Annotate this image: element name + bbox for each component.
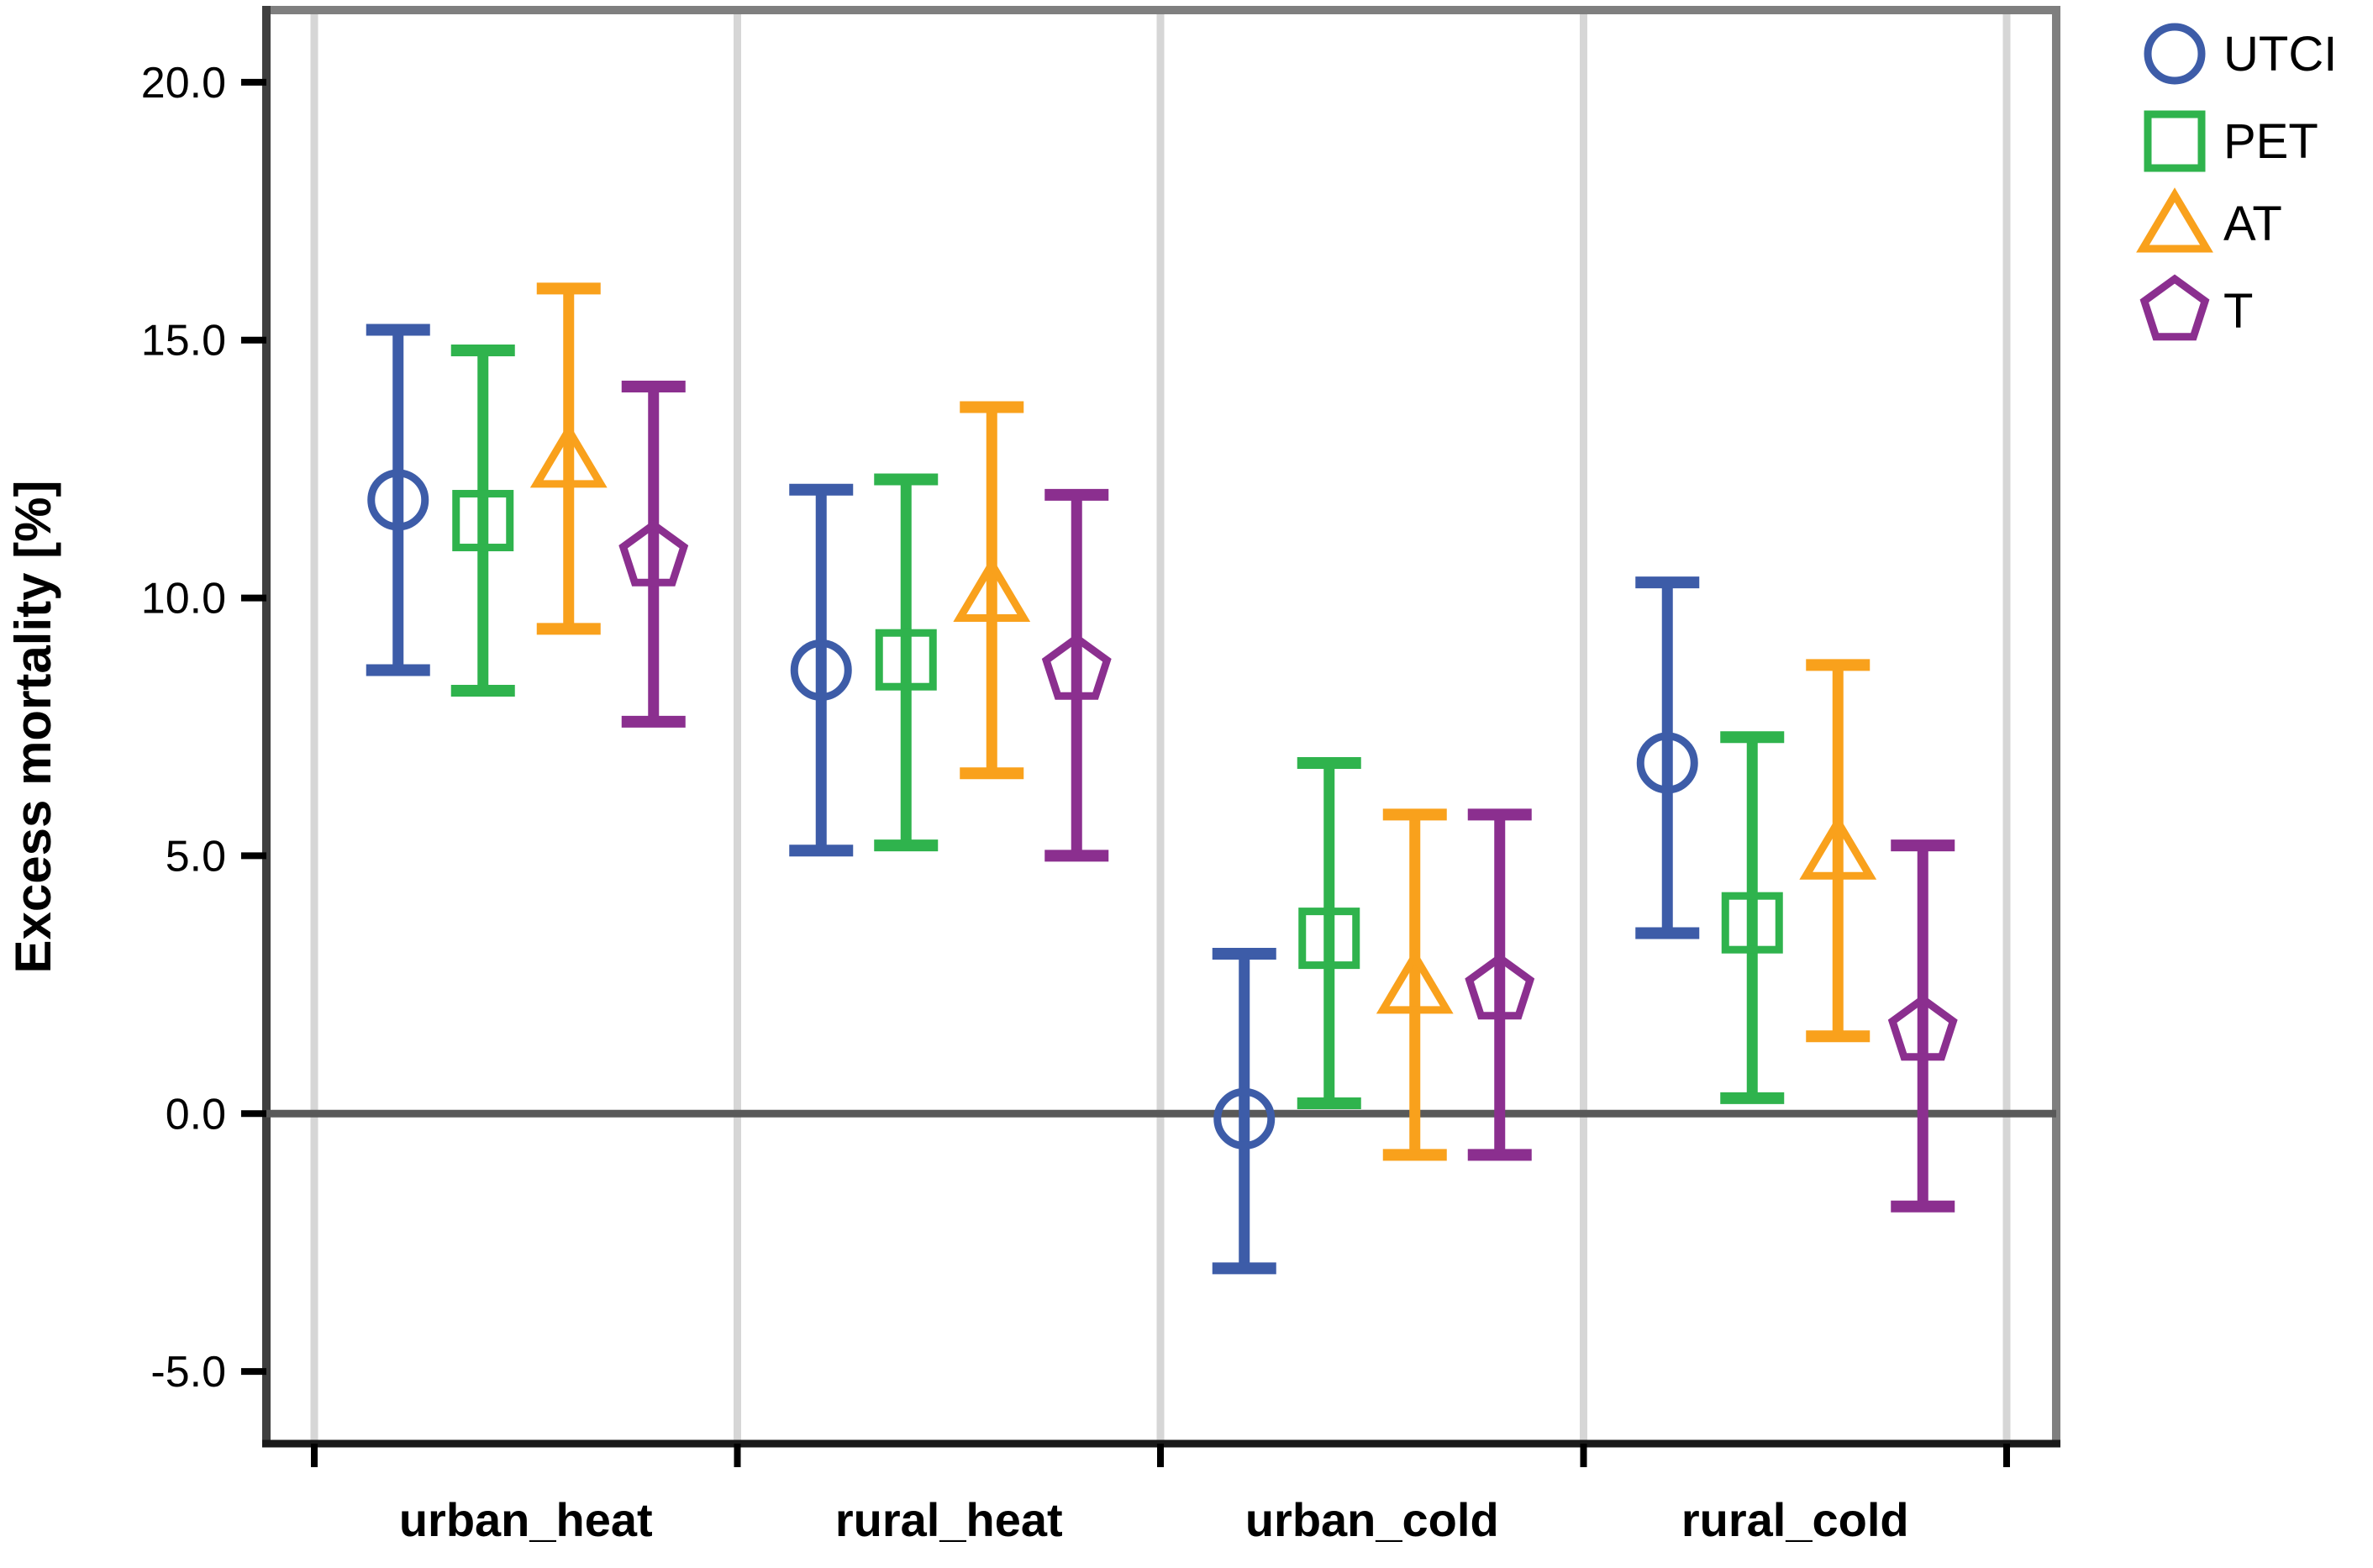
category-label-urban_heat: urban_heat bbox=[399, 1493, 653, 1546]
AT-urban_cold-triangle-marker bbox=[1376, 949, 1454, 1014]
T-urban_heat-pentagon-marker bbox=[618, 519, 689, 587]
UTCI-rural_heat-circle-marker bbox=[790, 639, 852, 701]
legend-AT-triangle-marker bbox=[2136, 187, 2213, 253]
PET-urban_heat-square-marker bbox=[452, 490, 514, 552]
AT-urban_heat-triangle-marker bbox=[529, 423, 608, 488]
y-tick-label: -5.0 bbox=[150, 1348, 226, 1397]
legend-PET-square-marker bbox=[2144, 110, 2206, 172]
PET-rural_heat-square-marker bbox=[875, 629, 937, 691]
y-axis-title: Excess mortality [%] bbox=[5, 481, 61, 974]
legend-label-AT: AT bbox=[2223, 197, 2282, 251]
legend-label-PET: PET bbox=[2223, 114, 2318, 169]
legend-T-pentagon-marker bbox=[2139, 274, 2210, 341]
UTCI-urban_heat-circle-marker bbox=[367, 469, 429, 531]
legend-label-T: T bbox=[2223, 284, 2253, 339]
T-urban_cold-pentagon-marker bbox=[1465, 953, 1535, 1020]
y-tick-label: 10.0 bbox=[141, 575, 226, 624]
category-label-urban_cold: urban_cold bbox=[1245, 1493, 1499, 1546]
y-tick-label: 20.0 bbox=[141, 59, 226, 108]
UTCI-urban_cold-circle-marker bbox=[1213, 1087, 1276, 1150]
y-tick-label: 0.0 bbox=[166, 1090, 226, 1139]
AT-rural_cold-triangle-marker bbox=[1799, 814, 1877, 880]
T-rural_cold-pentagon-marker bbox=[1887, 994, 1958, 1061]
PET-rural_cold-square-marker bbox=[1721, 892, 1783, 954]
legend-UTCI-circle-marker bbox=[2144, 23, 2206, 85]
UTCI-rural_cold-circle-marker bbox=[1636, 732, 1698, 794]
legend-label-UTCI: UTCI bbox=[2223, 27, 2337, 82]
y-tick-label: 5.0 bbox=[166, 832, 226, 881]
T-rural_heat-pentagon-marker bbox=[1041, 633, 1112, 700]
category-label-rural_heat: rural_heat bbox=[835, 1493, 1063, 1546]
category-label-rural_cold: rural_cold bbox=[1681, 1493, 1909, 1546]
y-tick-label: 15.0 bbox=[141, 317, 226, 366]
PET-urban_cold-square-marker bbox=[1298, 908, 1360, 970]
AT-rural_heat-triangle-marker bbox=[953, 556, 1031, 622]
